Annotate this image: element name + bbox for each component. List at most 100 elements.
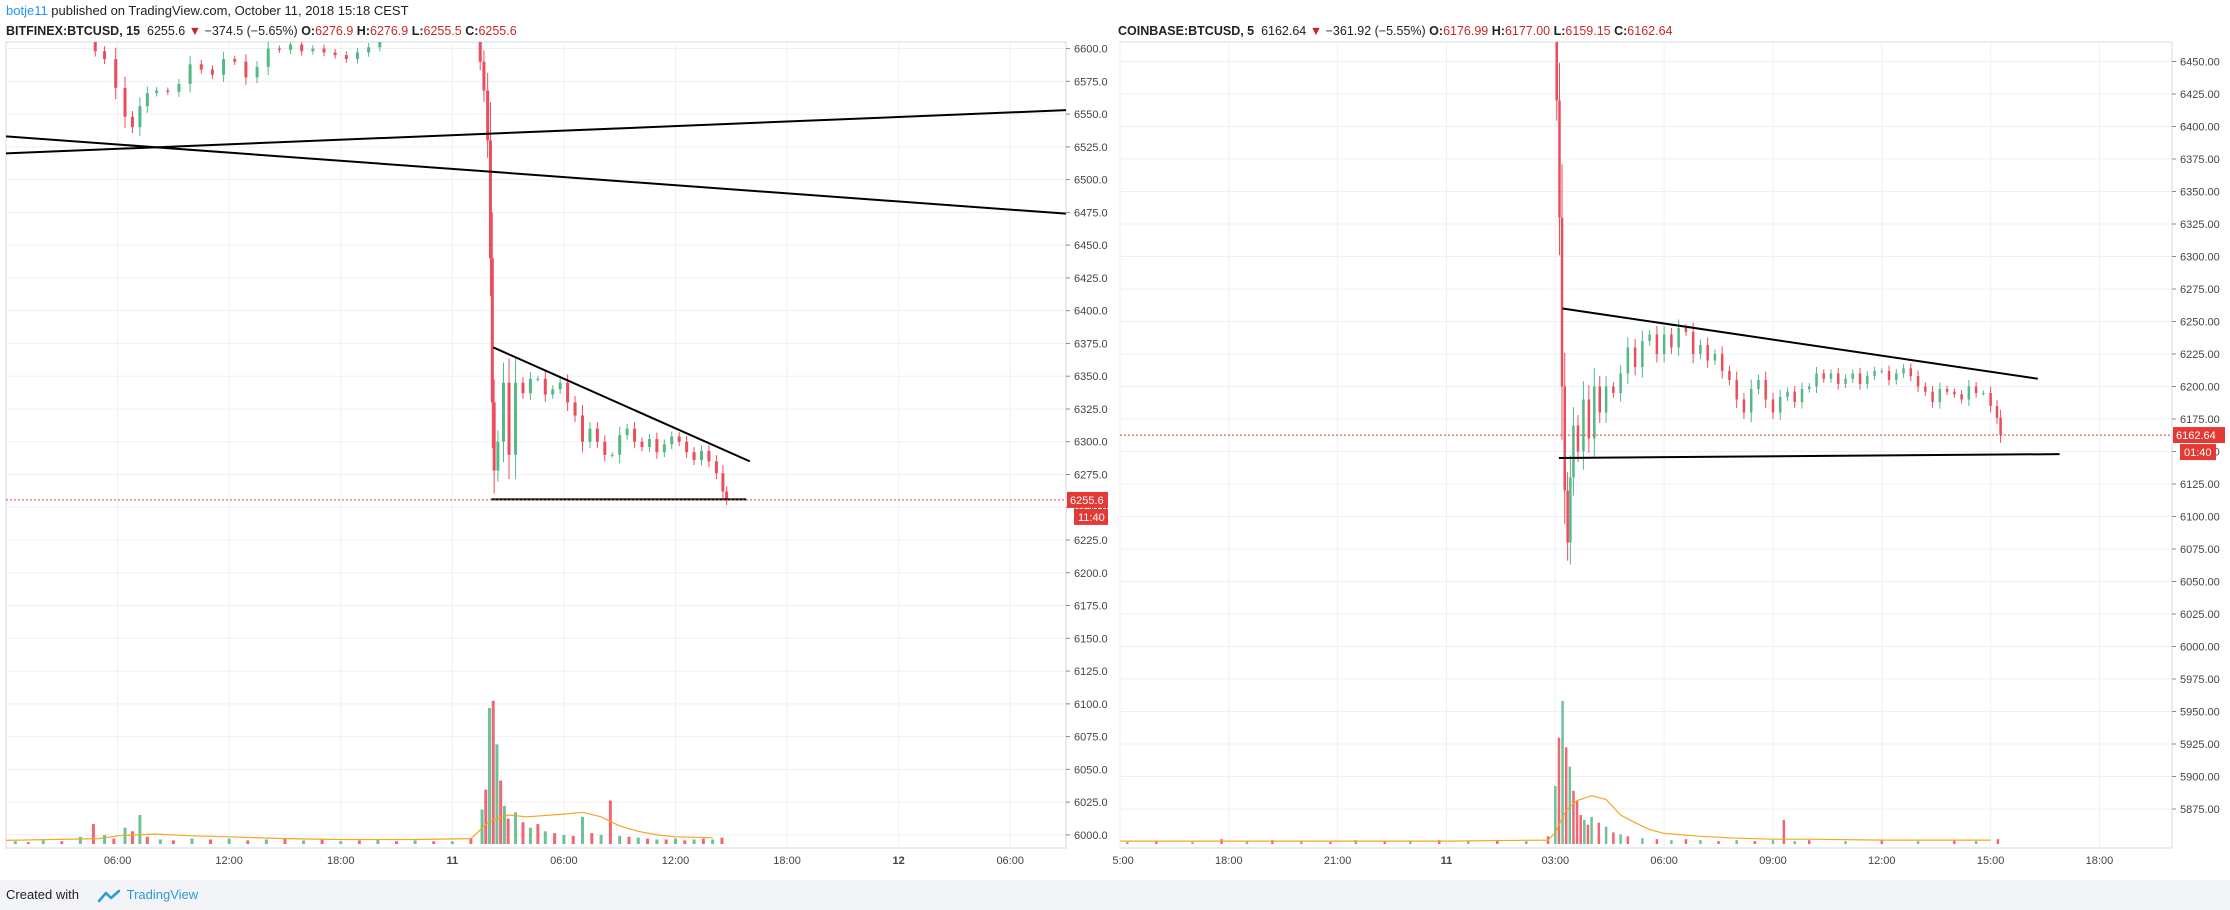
volume-bar [636,837,640,844]
right-symbol: COINBASE:BTCUSD, 5 [1118,24,1255,38]
volume-bar [720,837,724,844]
y-tick-label: 6225.00 [2180,349,2220,361]
candle-body [233,59,237,62]
candle-body [177,83,181,92]
volume-bar [1575,800,1579,844]
volume-bar [432,841,436,844]
candle-body [725,491,729,500]
countdown-tag [1074,508,1108,525]
candle-body [488,140,492,259]
candle-body [647,439,651,447]
y-tick-label: 6175.00 [2180,414,2220,426]
last-price-label: 6162.64 [2176,430,2216,442]
volume-bar [599,834,603,844]
volume-bar [1437,840,1441,844]
candle-body [1720,354,1724,371]
volume-bar [78,836,82,844]
right-chart-legend: COINBASE:BTCUSD, 5 6162.64 ▼ −361.92 (−5… [1118,24,1673,38]
candle-body [588,428,592,442]
x-tick-label: 09:00 [1759,855,1787,867]
volume-bar [627,836,631,844]
candle-body [1974,386,1978,393]
x-tick-label: 11 [446,855,458,867]
y-tick-label: 6475.0 [1074,207,1108,219]
x-tick-label: 18:00 [1215,855,1243,867]
volume-bar [1771,840,1775,844]
candle-body [333,52,337,56]
candle-body [685,441,689,453]
trendline [1558,453,2060,459]
candle-body [1982,393,1985,394]
candle-body [1902,368,1905,374]
candle-body [566,382,570,403]
candle-body [210,69,214,75]
volume-bar [41,840,45,844]
volume-bar [1554,786,1557,844]
y-tick-label: 5950.00 [2180,707,2220,719]
volume-bar [1807,840,1811,844]
volume-bar [655,839,659,844]
candle-body [93,42,97,52]
candle-body [1895,373,1898,380]
candle-body [514,382,518,455]
footer-bar: Created with TradingView [0,880,2230,910]
candle-body [1699,344,1702,354]
volume-bar [484,789,488,844]
volume-bar [26,842,30,844]
candle-body [1873,370,1876,377]
candle-body [130,116,134,128]
volume-bar [608,800,612,844]
candle-body [501,382,505,442]
volume-bar [130,831,134,844]
volume-bar [590,833,594,844]
candle-body [1604,386,1608,413]
candle-body [289,44,293,50]
volume-bar [1568,766,1572,844]
candle-body [543,378,547,395]
volume-bar [1191,842,1194,844]
y-tick-label: 6375.00 [2180,154,2220,166]
volume-bar [499,780,503,844]
volume-bar [1619,834,1622,844]
y-tick-label: 5975.00 [2180,674,2220,686]
right-open: 6176.99 [1443,24,1489,38]
volume-bar [571,835,575,844]
volume-bar [1271,840,1274,844]
x-tick-label: 15:00 [1977,855,2005,867]
candle-body [1560,217,1564,387]
volume-bar [1245,841,1249,844]
right-change: −361.92 (−5.55%) [1325,24,1426,38]
candle-body [188,64,192,84]
volume-bar [506,818,510,844]
candle-body [1569,477,1572,543]
plot-area [1119,41,2173,849]
left-chart[interactable]: 6600.0 6575.0 6550.0 6525.0 6500.0 6475.0 6450… [0,40,1108,880]
y-tick-label: 5875.00 [2180,804,2220,816]
candle-body [662,444,666,453]
candle-body [478,42,482,62]
y-tick-label: 6600.0 [1074,44,1108,56]
candle-body [707,450,711,462]
candle-body [528,378,532,394]
candle-body [1582,399,1585,452]
tradingview-brand-link[interactable]: TradingView [126,887,199,902]
volume-bar [302,840,306,844]
volume-bar [395,841,399,844]
candle-body [1555,42,1559,101]
right-close: 6162.64 [1627,24,1673,38]
candle-body [1691,331,1695,354]
volume-bar [1590,816,1593,844]
candle-body [1909,368,1913,377]
right-chart[interactable]: 6450.00 6425.00 6400.00 6375.00 6350.00 6325.… [1112,40,2230,880]
volume-bar [450,841,454,844]
y-tick-label: 6225.0 [1074,535,1108,547]
candle-body [255,66,259,78]
volume-bar [1557,737,1561,844]
y-tick-label: 6000.00 [2180,642,2220,654]
volume-bar [1793,841,1796,844]
left-change: −374.5 (−5.65%) [204,24,298,38]
left-symbol: BITFINEX:BTCUSD, 15 [6,24,141,38]
candle-body [1793,391,1796,403]
candle-body [1800,389,1804,403]
author-link[interactable]: botje11 [6,3,48,18]
